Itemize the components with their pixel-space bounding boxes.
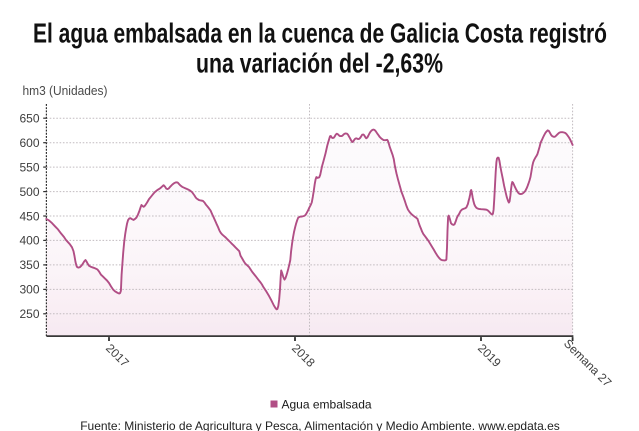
svg-text:Agua embalsada: Agua embalsada — [282, 397, 372, 411]
svg-text:550: 550 — [19, 160, 39, 174]
svg-text:450: 450 — [19, 209, 39, 223]
svg-text:350: 350 — [19, 258, 39, 272]
svg-text:250: 250 — [19, 307, 39, 321]
svg-text:Fuente: Ministerio de Agricult: Fuente: Ministerio de Agricultura y Pesc… — [80, 419, 560, 431]
svg-text:400: 400 — [19, 234, 39, 248]
svg-text:una variación del -2,63%: una variación del -2,63% — [196, 47, 443, 78]
svg-text:500: 500 — [19, 185, 39, 199]
svg-text:300: 300 — [19, 283, 39, 297]
svg-text:600: 600 — [19, 136, 39, 150]
svg-text:650: 650 — [19, 112, 39, 126]
svg-text:hm3 (Unidades): hm3 (Unidades) — [23, 84, 108, 98]
svg-text:El agua embalsada en la cuenca: El agua embalsada en la cuenca de Galici… — [33, 17, 607, 48]
